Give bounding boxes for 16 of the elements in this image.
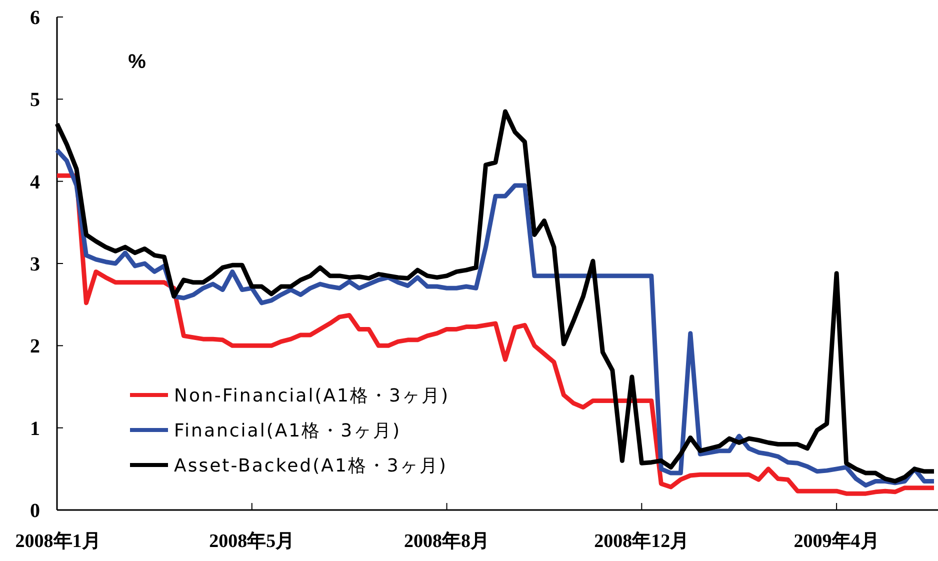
legend-label: Non-Financial(A1格・3ヶ月): [174, 385, 450, 406]
y-tick-label: 6: [30, 7, 40, 29]
y-axis-title: %: [128, 51, 146, 73]
x-tick-label: 2008年1月: [15, 531, 101, 552]
legend-label: Asset-Backed(A1格・3ヶ月): [174, 455, 448, 476]
y-tick-label: 2: [30, 336, 40, 358]
x-tick-label: 2008年5月: [209, 531, 295, 552]
x-tick-label: 2009年4月: [794, 531, 880, 552]
x-tick-label: 2008年8月: [404, 531, 490, 552]
y-tick-label: 5: [30, 89, 40, 112]
y-tick-label: 1: [30, 418, 40, 440]
y-tick-label: 0: [30, 500, 40, 522]
legend-label: Financial(A1格・3ヶ月): [174, 420, 402, 442]
x-tick-label: 2008年12月: [594, 531, 690, 552]
y-tick-label: 3: [30, 254, 40, 276]
y-tick-label: 4: [30, 171, 40, 194]
